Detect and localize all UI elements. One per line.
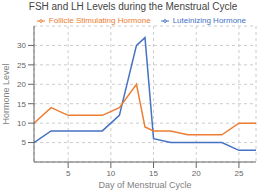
svg-text:Day of Menstrual Cycle: Day of Menstrual Cycle <box>98 180 191 190</box>
svg-text:5: 5 <box>66 169 71 178</box>
svg-text:30: 30 <box>17 41 26 50</box>
svg-text:15: 15 <box>17 100 26 109</box>
svg-text:20: 20 <box>192 169 201 178</box>
html-text:Follicle Stimulating Hormone: Follicle Stimulating Hormone <box>48 16 151 25</box>
svg-text:15: 15 <box>149 169 158 178</box>
html-text:Luteinizing Hormone: Luteinizing Hormone <box>172 16 246 25</box>
svg-text:5: 5 <box>22 138 27 147</box>
svg-text:25: 25 <box>234 169 243 178</box>
svg-text:10: 10 <box>17 119 26 128</box>
svg-text:Hormone Level: Hormone Level <box>8 63 11 124</box>
html-text:FSH and LH Levels during the M: FSH and LH Levels during the Menstrual C… <box>28 1 238 12</box>
svg-text:10: 10 <box>106 169 115 178</box>
svg-text:25: 25 <box>17 61 26 70</box>
svg-text:20: 20 <box>17 80 26 89</box>
